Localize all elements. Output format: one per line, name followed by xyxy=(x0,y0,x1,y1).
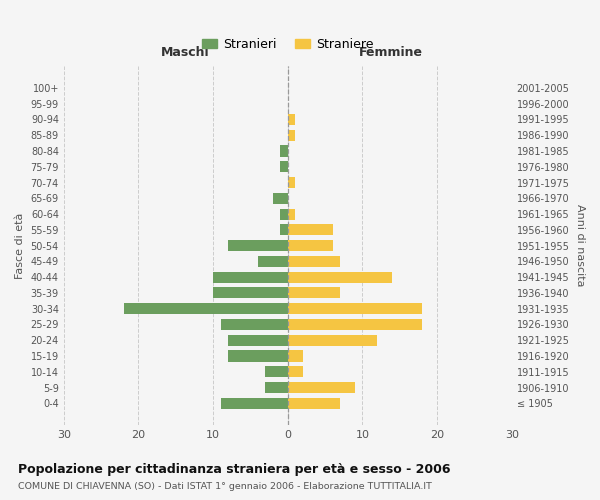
Bar xyxy=(213,288,288,298)
Bar xyxy=(288,334,377,345)
Bar xyxy=(288,303,422,314)
Text: Femmine: Femmine xyxy=(359,46,423,59)
Bar xyxy=(265,382,288,393)
Bar xyxy=(221,398,288,409)
Bar xyxy=(288,382,355,393)
Bar xyxy=(288,288,340,298)
Bar xyxy=(288,130,295,141)
Bar xyxy=(288,208,295,220)
Legend: Stranieri, Straniere: Stranieri, Straniere xyxy=(197,33,379,56)
Bar xyxy=(288,114,295,125)
Y-axis label: Anni di nascita: Anni di nascita xyxy=(575,204,585,287)
Y-axis label: Fasce di età: Fasce di età xyxy=(15,212,25,279)
Bar xyxy=(228,350,288,362)
Bar xyxy=(124,303,288,314)
Bar xyxy=(288,240,332,251)
Text: COMUNE DI CHIAVENNA (SO) - Dati ISTAT 1° gennaio 2006 - Elaborazione TUTTITALIA.: COMUNE DI CHIAVENNA (SO) - Dati ISTAT 1°… xyxy=(18,482,432,491)
Bar xyxy=(288,319,422,330)
Bar xyxy=(288,398,340,409)
Bar xyxy=(280,162,288,172)
Bar xyxy=(265,366,288,378)
Bar xyxy=(288,256,340,267)
Bar xyxy=(288,366,302,378)
Bar xyxy=(221,319,288,330)
Text: Popolazione per cittadinanza straniera per età e sesso - 2006: Popolazione per cittadinanza straniera p… xyxy=(18,462,451,475)
Bar xyxy=(228,240,288,251)
Bar xyxy=(273,193,288,204)
Bar xyxy=(288,224,332,235)
Bar xyxy=(288,350,302,362)
Bar xyxy=(280,208,288,220)
Bar xyxy=(258,256,288,267)
Bar xyxy=(280,146,288,156)
Bar xyxy=(213,272,288,282)
Bar xyxy=(228,334,288,345)
Text: Maschi: Maschi xyxy=(160,46,209,59)
Bar xyxy=(288,272,392,282)
Bar xyxy=(288,177,295,188)
Bar xyxy=(280,224,288,235)
